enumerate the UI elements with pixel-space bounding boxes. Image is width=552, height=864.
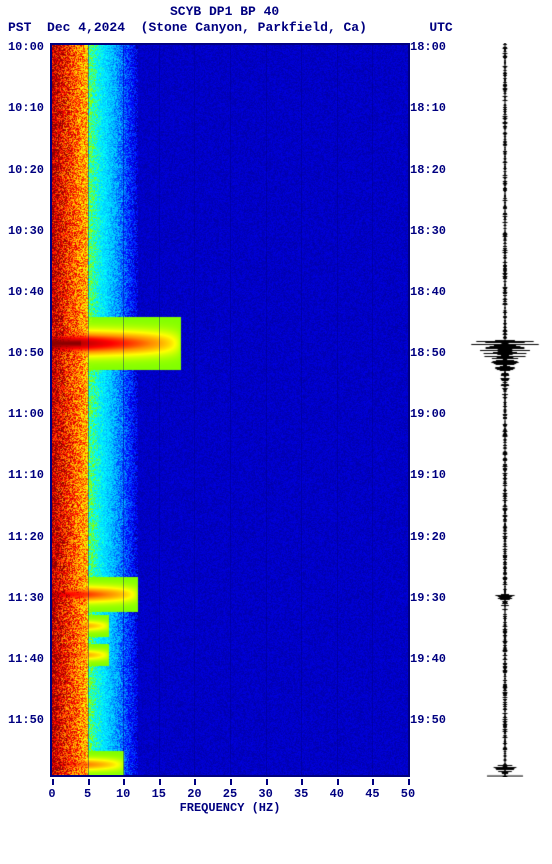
x-tick <box>301 779 303 785</box>
x-tick <box>266 779 268 785</box>
waveform-panel <box>465 43 545 777</box>
date: Dec 4,2024 <box>47 20 125 35</box>
gridline <box>230 45 231 775</box>
x-tick-label: 5 <box>84 787 91 801</box>
left-time-label: 10:50 <box>0 346 44 360</box>
right-time-label: 18:50 <box>410 346 454 360</box>
right-time-label: 18:40 <box>410 285 454 299</box>
left-time-axis: 10:00 10:10 10:20 10:30 10:40 10:50 11:00 11:10… <box>0 43 44 777</box>
x-tick-label: 20 <box>187 787 201 801</box>
left-time-label: 10:10 <box>0 101 44 115</box>
station-title: SCYB DP1 BP 40 <box>0 4 552 20</box>
left-time-label: 11:00 <box>0 407 44 421</box>
right-time-label: 19:30 <box>410 591 454 605</box>
x-tick-label: 30 <box>258 787 272 801</box>
x-tick-label: 35 <box>294 787 308 801</box>
x-tick <box>408 779 410 785</box>
gridline <box>337 45 338 775</box>
x-tick-label: 15 <box>152 787 166 801</box>
x-tick <box>88 779 90 785</box>
left-time-label: 11:40 <box>0 652 44 666</box>
right-time-label: 19:50 <box>410 713 454 727</box>
left-time-label: 10:00 <box>0 40 44 54</box>
left-time-label: 11:30 <box>0 591 44 605</box>
gridline <box>194 45 195 775</box>
header-line2: PST Dec 4,2024 (Stone Canyon, Parkfield,… <box>0 20 552 36</box>
waveform-canvas <box>465 43 545 777</box>
plot-area: 10:00 10:10 10:20 10:30 10:40 10:50 11:00 11:10… <box>0 43 552 813</box>
x-tick <box>372 779 374 785</box>
gridline <box>266 45 267 775</box>
header: SCYB DP1 BP 40 PST Dec 4,2024 (Stone Can… <box>0 0 552 35</box>
left-time-label: 10:30 <box>0 224 44 238</box>
right-time-label: 19:10 <box>410 468 454 482</box>
left-time-label: 11:20 <box>0 530 44 544</box>
left-time-label: 10:20 <box>0 163 44 177</box>
x-tick <box>194 779 196 785</box>
x-tick-label: 0 <box>48 787 55 801</box>
x-tick-label: 25 <box>223 787 237 801</box>
location: (Stone Canyon, Parkfield, Ca) <box>141 20 367 35</box>
frequency-axis: FREQUENCY (HZ) 05101520253035404550 <box>50 779 410 819</box>
x-tick-label: 45 <box>365 787 379 801</box>
left-time-label: 11:50 <box>0 713 44 727</box>
right-time-label: 19:40 <box>410 652 454 666</box>
gridline <box>372 45 373 775</box>
right-time-label: 18:00 <box>410 40 454 54</box>
spectrogram <box>50 43 410 777</box>
x-tick <box>123 779 125 785</box>
x-tick <box>159 779 161 785</box>
gridline <box>123 45 124 775</box>
gridline <box>301 45 302 775</box>
x-tick-label: 10 <box>116 787 130 801</box>
x-tick <box>337 779 339 785</box>
x-tick <box>52 779 54 785</box>
right-time-label: 18:30 <box>410 224 454 238</box>
x-tick-label: 40 <box>330 787 344 801</box>
gridline <box>88 45 89 775</box>
x-tick <box>230 779 232 785</box>
right-time-label: 19:00 <box>410 407 454 421</box>
right-time-axis: 18:00 18:10 18:20 18:30 18:40 18:50 19:00 19:10… <box>410 43 454 777</box>
right-timezone: UTC <box>429 20 452 35</box>
right-time-label: 19:20 <box>410 530 454 544</box>
x-tick-label: 50 <box>401 787 415 801</box>
x-axis-label: FREQUENCY (HZ) <box>50 801 410 815</box>
right-time-label: 18:10 <box>410 101 454 115</box>
left-time-label: 10:40 <box>0 285 44 299</box>
left-time-label: 11:10 <box>0 468 44 482</box>
gridline <box>159 45 160 775</box>
left-timezone: PST <box>8 20 31 35</box>
right-time-label: 18:20 <box>410 163 454 177</box>
